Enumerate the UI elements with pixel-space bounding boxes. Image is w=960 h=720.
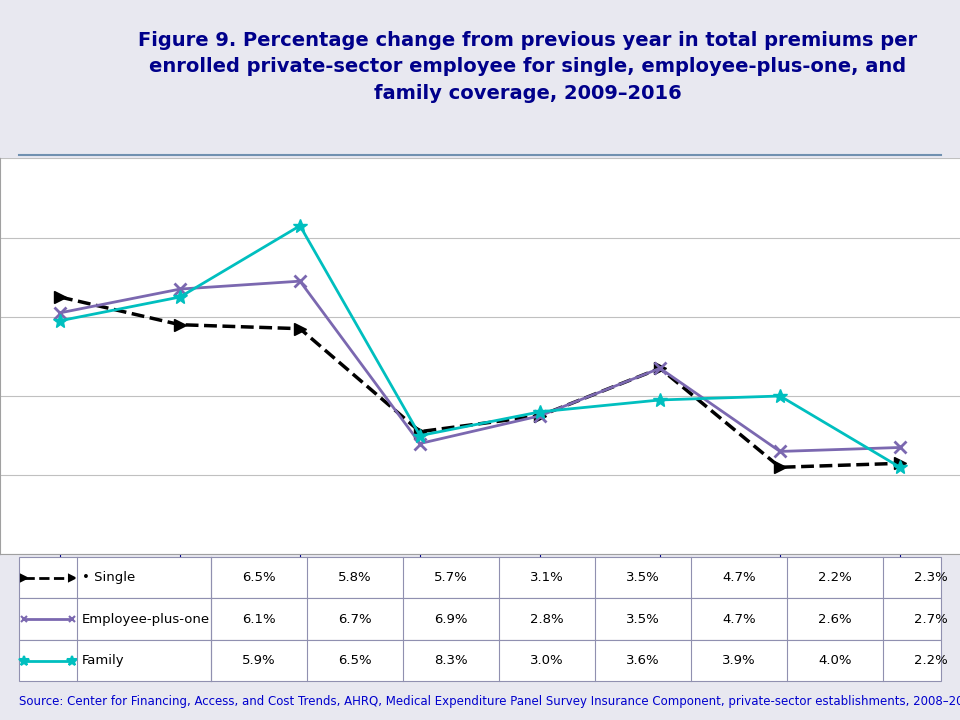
Text: • Single: • Single bbox=[82, 571, 134, 584]
Text: 6.1%: 6.1% bbox=[242, 613, 276, 626]
Text: 3.0%: 3.0% bbox=[530, 654, 564, 667]
Text: 3.9%: 3.9% bbox=[722, 654, 756, 667]
Text: 8.3%: 8.3% bbox=[434, 654, 468, 667]
Text: 2.2%: 2.2% bbox=[914, 654, 948, 667]
Text: Family: Family bbox=[82, 654, 124, 667]
Text: 4.0%: 4.0% bbox=[819, 654, 852, 667]
Text: 4.7%: 4.7% bbox=[722, 571, 756, 584]
Text: 6.5%: 6.5% bbox=[242, 571, 276, 584]
Text: 3.1%: 3.1% bbox=[530, 571, 564, 584]
Text: Figure 9. Percentage change from previous year in total premiums per
enrolled pr: Figure 9. Percentage change from previou… bbox=[138, 30, 918, 102]
Text: 6.5%: 6.5% bbox=[338, 654, 372, 667]
Text: 3.6%: 3.6% bbox=[626, 654, 660, 667]
Text: 3.5%: 3.5% bbox=[626, 613, 660, 626]
Text: 2.8%: 2.8% bbox=[530, 613, 564, 626]
Text: 5.7%: 5.7% bbox=[434, 571, 468, 584]
Text: 2.2%: 2.2% bbox=[818, 571, 852, 584]
Text: 5.8%: 5.8% bbox=[338, 571, 372, 584]
Text: 2.7%: 2.7% bbox=[914, 613, 948, 626]
Text: Source: Center for Financing, Access, and Cost Trends, AHRQ, Medical Expenditure: Source: Center for Financing, Access, an… bbox=[19, 696, 960, 708]
Text: 2.6%: 2.6% bbox=[818, 613, 852, 626]
Text: 3.5%: 3.5% bbox=[626, 571, 660, 584]
Text: 6.9%: 6.9% bbox=[435, 613, 468, 626]
Text: 6.7%: 6.7% bbox=[338, 613, 372, 626]
Bar bbox=[19, 640, 941, 681]
Text: 4.7%: 4.7% bbox=[722, 613, 756, 626]
Text: 2.3%: 2.3% bbox=[914, 571, 948, 584]
Text: 5.9%: 5.9% bbox=[242, 654, 276, 667]
Bar bbox=[19, 598, 941, 640]
Bar bbox=[19, 557, 941, 598]
Text: Employee-plus-one: Employee-plus-one bbox=[82, 613, 209, 626]
